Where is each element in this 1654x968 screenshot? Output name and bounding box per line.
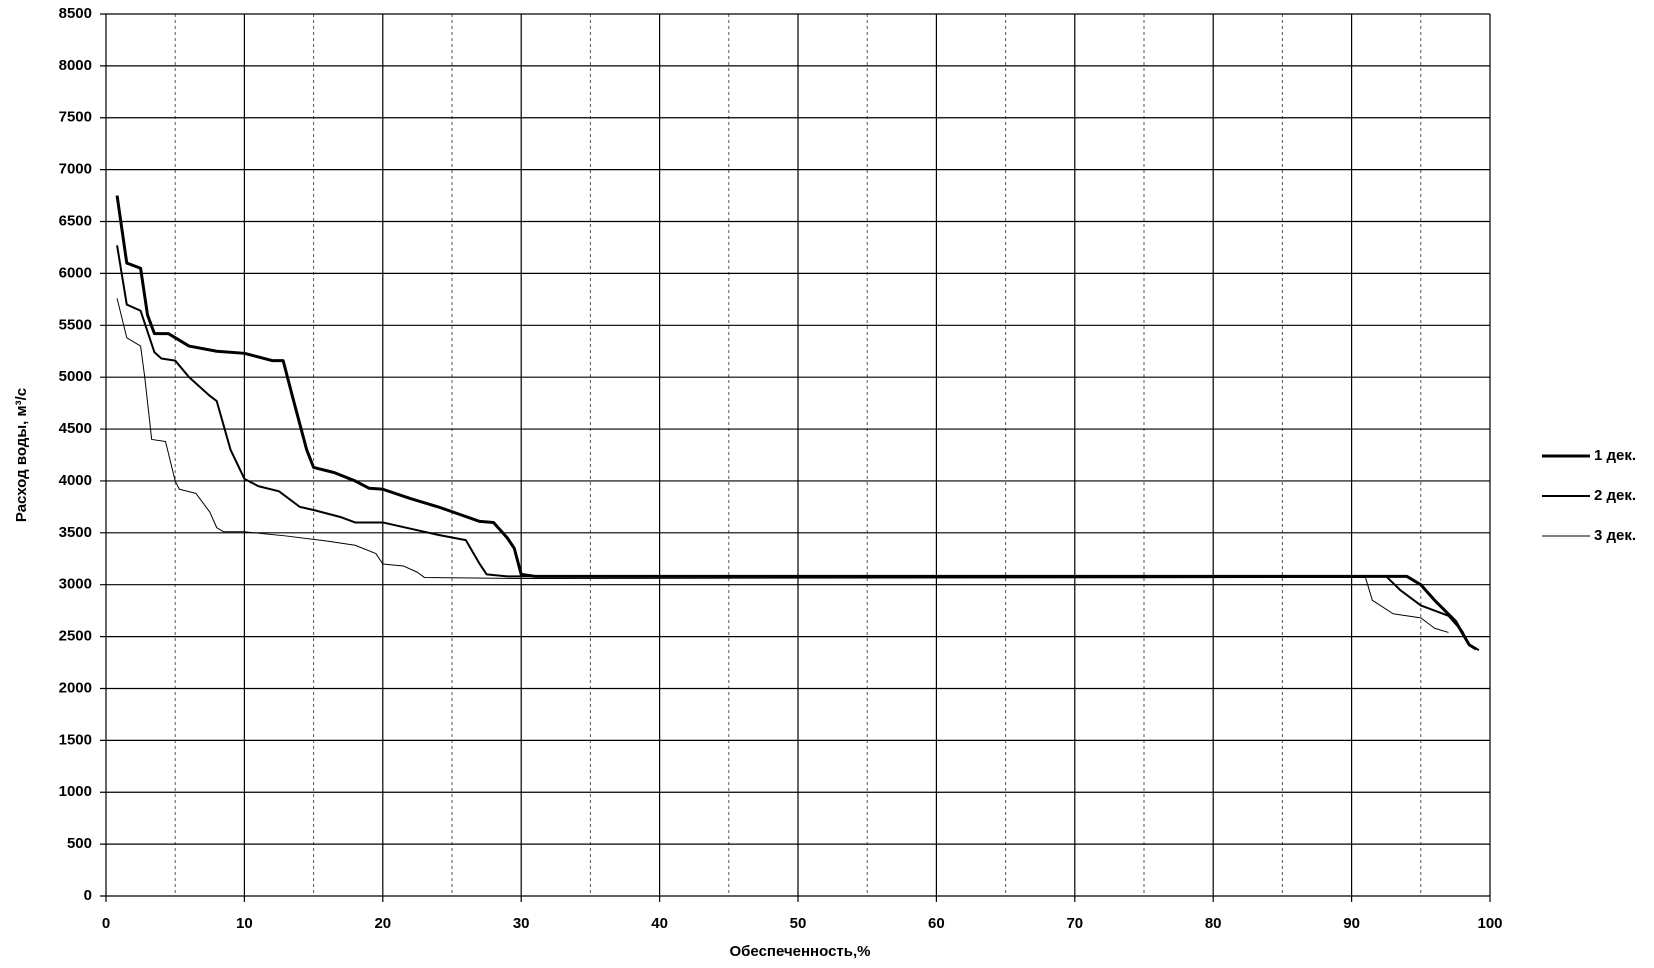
legend-label: 3 дек. — [1594, 527, 1636, 544]
y-tick-label: 3000 — [59, 576, 92, 593]
x-tick-label: 100 — [1477, 915, 1502, 932]
x-tick-label: 30 — [513, 915, 530, 932]
y-axis-label: Расход воды, м³/с — [13, 388, 30, 522]
y-tick-label: 500 — [67, 835, 92, 852]
legend-label: 1 дек. — [1594, 447, 1636, 464]
y-tick-label: 7000 — [59, 161, 92, 178]
x-axis-label: Обеспеченность,% — [730, 943, 871, 960]
y-tick-label: 5000 — [59, 368, 92, 385]
x-tick-label: 0 — [102, 915, 110, 932]
y-tick-label: 3500 — [59, 524, 92, 541]
data-line — [116, 298, 1449, 633]
y-tick-label: 4500 — [59, 420, 92, 437]
x-tick-label: 90 — [1343, 915, 1360, 932]
y-tick-label: 6500 — [59, 212, 92, 229]
y-tick-label: 1000 — [59, 783, 92, 800]
y-tick-label: 8500 — [59, 5, 92, 22]
x-tick-label: 70 — [1066, 915, 1083, 932]
y-tick-label: 2000 — [59, 679, 92, 696]
x-tick-label: 10 — [236, 915, 253, 932]
y-tick-label: 6000 — [59, 264, 92, 281]
y-tick-label: 0 — [84, 887, 92, 904]
y-tick-label: 1500 — [59, 731, 92, 748]
y-tick-label: 5500 — [59, 316, 92, 333]
x-tick-label: 50 — [790, 915, 807, 932]
data-line — [115, 195, 1477, 651]
legend-label: 2 дек. — [1594, 487, 1636, 504]
y-tick-label: 8000 — [59, 57, 92, 74]
y-tick-label: 2500 — [59, 628, 92, 645]
x-tick-label: 80 — [1205, 915, 1222, 932]
x-tick-label: 20 — [374, 915, 391, 932]
data-line — [116, 245, 1480, 651]
y-tick-label: 4000 — [59, 472, 92, 489]
x-tick-label: 60 — [928, 915, 945, 932]
x-tick-label: 40 — [651, 915, 668, 932]
y-tick-label: 7500 — [59, 109, 92, 126]
